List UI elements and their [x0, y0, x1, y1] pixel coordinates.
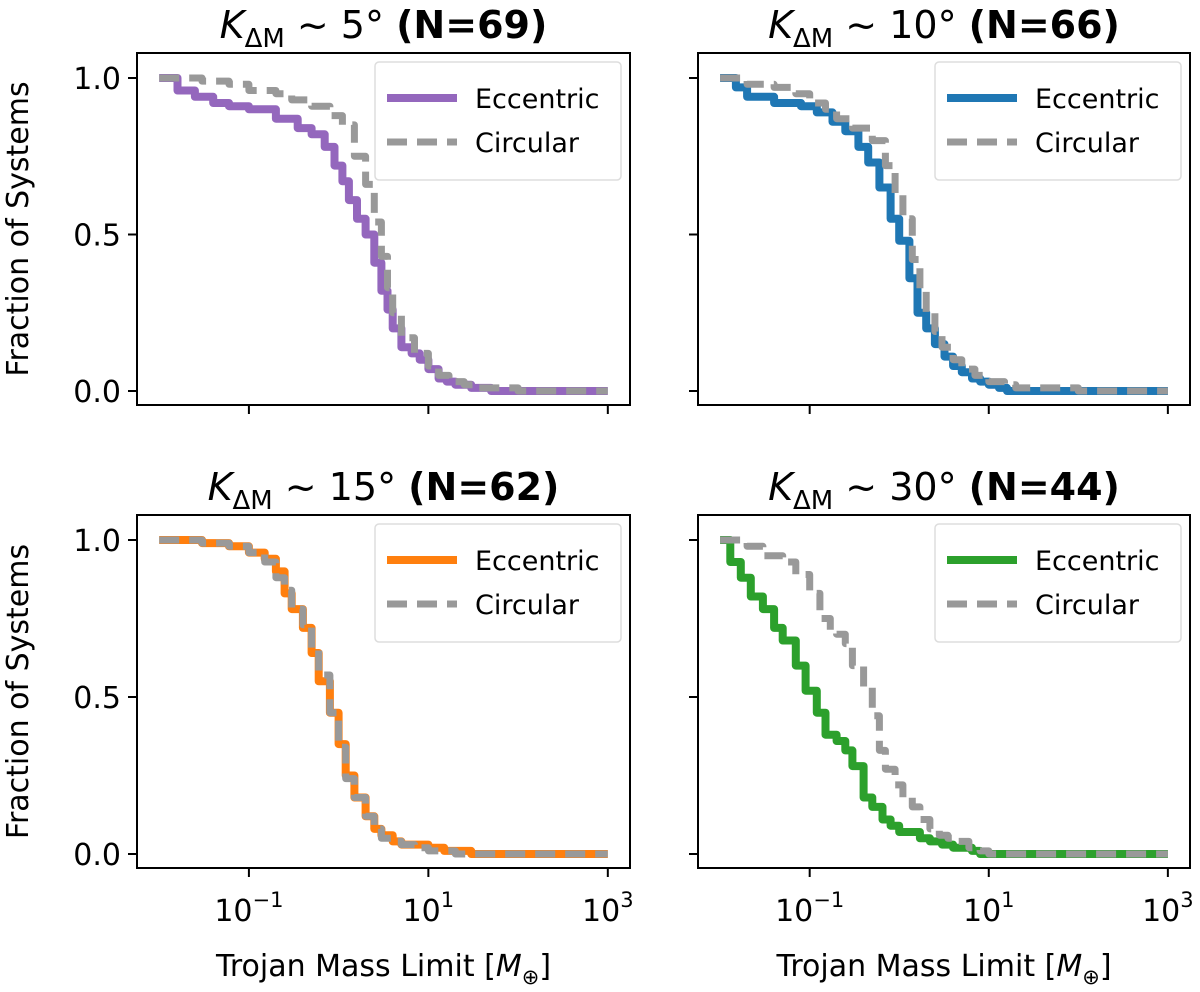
circular-series-line: [159, 74, 608, 395]
circular-series-line: [159, 536, 608, 858]
legend-circular-label: Circular: [1035, 590, 1140, 621]
x-tick-label: 103: [582, 888, 634, 929]
y-tick-label: 1.0: [73, 62, 121, 97]
legend-eccentric-label: Eccentric: [1035, 84, 1160, 115]
x-tick-label: 10−1: [214, 888, 283, 929]
legend-eccentric-label: Eccentric: [475, 546, 600, 577]
legend: Eccentric Circular: [934, 61, 1182, 181]
chart-panel: 0.0 0.5 1.0 10−1 101 103 KΔM ~ 15° (N=62) Eccen…: [1, 465, 634, 989]
panel-title: KΔM ~ 15° (N=62): [208, 465, 560, 516]
y-tick-label: 0.5: [73, 219, 121, 254]
panel-title: KΔM ~ 10° (N=66): [768, 3, 1120, 54]
y-axis-label: Fraction of Systems: [1, 544, 36, 839]
legend-eccentric-label: Eccentric: [1035, 546, 1160, 577]
chart-panel: 0.0 0.5 1.0 KΔM ~ 5° (N=69) Eccentric Circula…: [1, 3, 631, 414]
y-axis-label: Fraction of Systems: [1, 81, 36, 376]
eccentric-series-line: [720, 536, 1168, 858]
panel-title: KΔM ~ 30° (N=44): [768, 465, 1120, 516]
axes-frame: [697, 52, 1191, 406]
legend-circular-label: Circular: [1035, 128, 1140, 159]
legend: Eccentric Circular: [374, 523, 622, 643]
y-tick-label: 0.0: [73, 375, 121, 410]
y-tick-label: 1.0: [73, 524, 121, 559]
legend-eccentric-label: Eccentric: [475, 84, 600, 115]
legend-box: [934, 61, 1182, 181]
chart-panel: 10−1 101 103 KΔM ~ 30° (N=44) Eccentric Circu…: [689, 465, 1194, 989]
legend: Eccentric Circular: [934, 523, 1182, 643]
chart-panel: KΔM ~ 10° (N=66) Eccentric Circular: [689, 3, 1191, 414]
legend-box: [374, 523, 622, 643]
x-axis-label: Trojan Mass Limit [M⊕]: [215, 949, 551, 989]
circular-series-line: [720, 536, 1168, 858]
x-tick-label: 101: [963, 888, 1015, 929]
legend-box: [374, 61, 622, 181]
panel-title: KΔM ~ 5° (N=69): [220, 3, 548, 54]
axes-frame: [136, 514, 631, 869]
legend: Eccentric Circular: [374, 61, 622, 181]
y-tick-label: 0.0: [73, 838, 121, 873]
x-tick-label: 103: [1142, 888, 1194, 929]
axes-frame: [136, 52, 631, 406]
x-tick-label: 10−1: [775, 888, 844, 929]
y-tick-label: 0.5: [73, 681, 121, 716]
legend-circular-label: Circular: [475, 590, 580, 621]
x-tick-label: 101: [403, 888, 455, 929]
axes-frame: [697, 514, 1191, 869]
legend-circular-label: Circular: [475, 128, 580, 159]
x-axis-label: Trojan Mass Limit [M⊕]: [775, 949, 1111, 989]
legend-box: [934, 523, 1182, 643]
